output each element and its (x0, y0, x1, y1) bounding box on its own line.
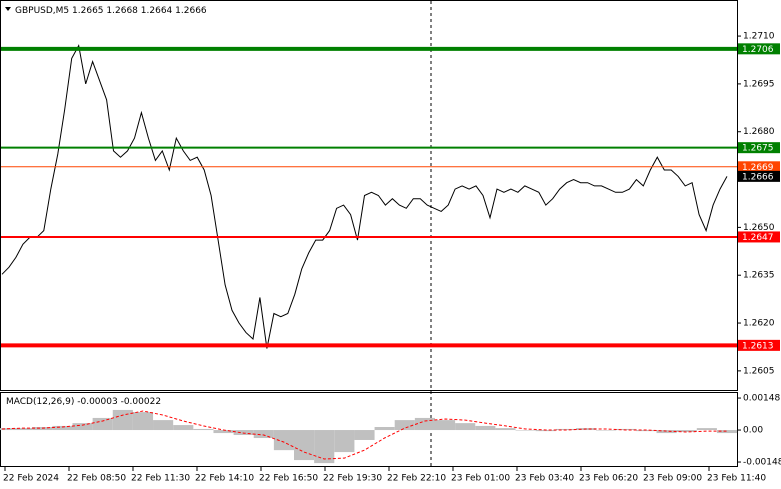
macd-bar (596, 430, 617, 431)
x-tick-label: 22 Feb 11:30 (131, 474, 190, 484)
y-tick-label: 1.2635 (743, 271, 775, 281)
y-tick-label: 1.2695 (743, 79, 775, 89)
x-tick-label: 23 Feb 03:40 (515, 474, 574, 484)
y-tick-label: 1.2710 (743, 32, 775, 42)
macd-bar (173, 425, 194, 431)
macd-bar (314, 430, 335, 464)
macd-bar (12, 428, 33, 431)
macd-y-tick-label: 0.00148 (743, 394, 780, 404)
macd-bar (153, 420, 174, 431)
macd-bar (294, 430, 315, 461)
macd-bar (636, 430, 657, 432)
y-tick-label: 1.2620 (743, 319, 775, 329)
price-tag-label: 1.2706 (742, 45, 774, 55)
price-tag (738, 43, 780, 55)
x-tick-label: 22 Feb 2024 (3, 474, 59, 484)
macd-bar (515, 430, 536, 431)
macd-bar (455, 423, 476, 431)
x-tick-label: 22 Feb 14:10 (195, 474, 254, 484)
macd-bar (354, 430, 375, 440)
price-tag (738, 339, 780, 351)
macd-bar (334, 430, 355, 453)
x-tick-label: 22 Feb 16:50 (259, 474, 318, 484)
macd-bar (656, 430, 677, 434)
price-tag (738, 161, 780, 173)
macd-y-tick-label: -0.00148 (743, 458, 781, 468)
ohlc-value: 1.2668 (106, 6, 138, 16)
symbol: GBPUSD,M5 (15, 6, 69, 16)
macd-bar (112, 409, 133, 431)
x-tick-label: 22 Feb 22:10 (387, 474, 446, 484)
price-panel (0, 0, 738, 391)
price-tag (738, 231, 780, 243)
macd-bar (676, 430, 697, 432)
x-tick-label: 23 Feb 06:20 (579, 474, 638, 484)
price-tag (738, 142, 780, 154)
symbol-arrow (5, 7, 11, 11)
price-tag-label: 1.2647 (742, 233, 774, 243)
macd-signal: -0.00022 (121, 397, 161, 407)
price-line (1, 44, 728, 349)
macd-bar (495, 428, 516, 431)
price-tag-label: 1.2613 (742, 341, 774, 351)
chart-title: GBPUSD,M5 1.2665 1.2668 1.2664 1.2666 (15, 6, 207, 16)
macd-signal-line (1, 410, 727, 460)
y-tick-label: 1.2605 (743, 366, 775, 376)
x-tick-label: 23 Feb 11:40 (707, 474, 766, 484)
macd-bar (0, 428, 13, 431)
macd-y-tick-label: 0.00 (743, 426, 763, 436)
y-tick-label: 1.2650 (743, 223, 775, 233)
x-tick-label: 23 Feb 01:00 (451, 474, 510, 484)
macd-bar (72, 423, 93, 431)
macd-bar (213, 430, 234, 434)
macd-bar (696, 428, 717, 431)
macd-bar (535, 430, 556, 432)
macd-bar (273, 430, 295, 451)
macd-bar (92, 417, 113, 431)
macd-bar (434, 420, 456, 431)
macd-bar (132, 412, 154, 431)
macd-bar (475, 425, 496, 431)
macd-main: -0.00003 (77, 397, 117, 407)
macd-bar (394, 420, 415, 431)
price-tag-label: 1.2669 (742, 163, 774, 173)
y-tick-label: 1.2680 (743, 127, 775, 137)
macd-bar (233, 430, 254, 436)
x-tick-label: 22 Feb 19:30 (323, 474, 382, 484)
macd-bar (716, 430, 738, 434)
ohlc-value: 1.2664 (141, 6, 173, 16)
macd-title: MACD(12,26,9) -0.00003 -0.00022 (6, 397, 161, 407)
macd-bar (193, 428, 214, 431)
macd-name: MACD(12,26,9) (6, 397, 74, 407)
ohlc-value: 1.2665 (72, 6, 104, 16)
price-tag-label: 1.2666 (742, 172, 774, 182)
macd-bar (374, 427, 395, 431)
macd-bar (52, 425, 73, 431)
ohlc-value: 1.2666 (175, 6, 207, 16)
price-tag (738, 170, 780, 182)
macd-bar (253, 430, 274, 439)
x-tick-label: 23 Feb 09:00 (643, 474, 702, 484)
x-tick-label: 22 Feb 08:50 (67, 474, 126, 484)
price-tag-label: 1.2675 (742, 144, 774, 154)
